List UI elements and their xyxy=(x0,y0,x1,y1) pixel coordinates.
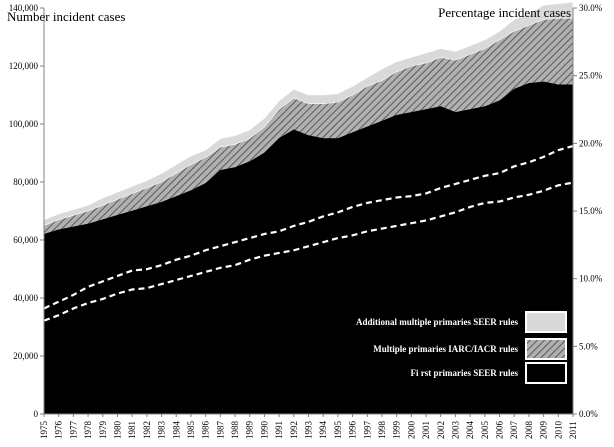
x-tick-label: 1976 xyxy=(54,421,64,440)
left-tick-label: 0 xyxy=(34,409,39,419)
x-tick-label: 1994 xyxy=(318,421,328,440)
x-tick-label: 1985 xyxy=(186,421,196,440)
x-tick-label: 1991 xyxy=(274,421,284,439)
legend: Additional multiple primaries SEER rules… xyxy=(356,311,567,384)
x-tick-label: 1988 xyxy=(230,421,240,440)
right-axis-title: Percentage incident cases xyxy=(438,5,571,20)
pct-line-1 xyxy=(43,144,574,310)
left-tick-label: 120,000 xyxy=(9,61,39,71)
percentage-lines-layer xyxy=(43,144,574,322)
x-tick-label: 2005 xyxy=(480,421,490,440)
legend-label: Fi rst primaries SEER rules xyxy=(411,368,519,378)
x-tick-label: 2001 xyxy=(421,421,431,439)
left-tick-label: 100,000 xyxy=(9,119,39,129)
x-tick-label: 1996 xyxy=(348,421,358,440)
legend-label: Multiple primaries IARC/IACR rules xyxy=(373,344,518,354)
right-tick-label: 20.0% xyxy=(579,138,603,148)
x-tick-label: 2002 xyxy=(436,421,446,439)
left-tick-label: 40,000 xyxy=(13,293,38,303)
left-tick-label: 80,000 xyxy=(13,177,38,187)
legend-swatch xyxy=(525,311,567,333)
x-tick-label: 2008 xyxy=(524,421,534,440)
area-layer xyxy=(43,1,574,415)
x-tick-label: 1982 xyxy=(142,421,152,439)
x-tick-label: 2003 xyxy=(450,421,460,440)
x-tick-label: 1999 xyxy=(392,421,402,440)
x-tick-label: 1979 xyxy=(98,421,108,440)
left-axis-title: Number incident cases xyxy=(7,9,125,24)
legend-swatch xyxy=(525,338,567,360)
x-tick-label: 1987 xyxy=(215,421,225,440)
x-tick-label: 1984 xyxy=(171,421,181,440)
right-tick-layer: 0.0% 5.0% 10.0% 15.0% 20.0% 25.0% 30.0% xyxy=(573,3,603,419)
left-tick-label: 20,000 xyxy=(13,351,38,361)
right-tick-label: 10.0% xyxy=(579,274,603,284)
x-tick-label: 2007 xyxy=(509,421,519,440)
left-tick-label: 60,000 xyxy=(13,235,38,245)
x-tick-label: 1997 xyxy=(362,421,372,440)
x-tick-label: 2000 xyxy=(406,421,416,440)
area-first-primaries-seer-rules xyxy=(43,81,574,415)
right-tick-label: 15.0% xyxy=(579,206,603,216)
x-tick-label: 1983 xyxy=(157,421,167,440)
right-tick-label: 0.0% xyxy=(579,409,598,419)
x-tick-label: 1992 xyxy=(289,421,299,439)
legend-swatch xyxy=(525,362,567,384)
x-tick-label: 2009 xyxy=(539,421,549,440)
x-tick-label: 2010 xyxy=(553,421,563,440)
left-tick-layer: 0 20,000 40,000 60,000 80,000 100,000 120,000 1… xyxy=(9,3,44,419)
x-tick-label: 2011 xyxy=(568,421,578,439)
right-tick-label: 30.0% xyxy=(579,3,603,13)
legend-label: Additional multiple primaries SEER rules xyxy=(356,317,519,327)
x-tick-label: 1989 xyxy=(245,421,255,440)
x-tick-label: 1986 xyxy=(201,421,211,440)
x-tick-label: 2004 xyxy=(465,421,475,440)
pct-line-2 xyxy=(43,181,574,322)
left-tick-label: 140,000 xyxy=(9,3,39,13)
x-tick-label: 1980 xyxy=(112,421,122,440)
x-tick-label: 2006 xyxy=(495,421,505,440)
x-tick-label: 1993 xyxy=(304,421,314,440)
right-tick-label: 5.0% xyxy=(579,341,598,351)
x-tick-label: 1995 xyxy=(333,421,343,440)
x-tick-label: 1990 xyxy=(259,421,269,440)
x-tick-label: 1978 xyxy=(83,421,93,440)
x-tick-label: 1975 xyxy=(39,421,49,440)
x-tick-label: 1977 xyxy=(68,421,78,440)
x-tick-layer: 1975 1976 1977 1978 1979 1980 1981 1982 1983 1984… xyxy=(39,414,578,439)
right-tick-label: 25.0% xyxy=(579,71,603,81)
x-tick-label: 1998 xyxy=(377,421,387,440)
x-tick-label: 1981 xyxy=(127,421,137,439)
